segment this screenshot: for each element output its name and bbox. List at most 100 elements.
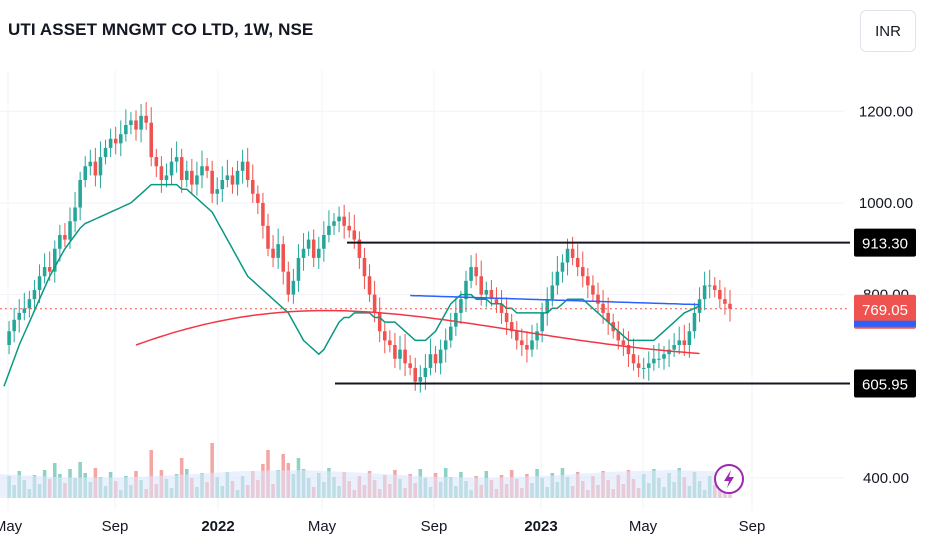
x-tick-label: Sep — [421, 518, 448, 535]
candle-body — [256, 193, 260, 203]
candle-body — [12, 319, 16, 332]
candle-body — [342, 216, 346, 226]
candle-body — [591, 285, 595, 295]
candle-body — [382, 331, 387, 341]
candle-body — [103, 147, 108, 158]
candle-body — [484, 290, 489, 295]
candle-body — [697, 299, 702, 313]
candle-body — [692, 312, 697, 332]
candle-body — [377, 312, 382, 332]
candle-body — [266, 225, 270, 249]
candle-body — [261, 202, 265, 226]
candle-body — [362, 257, 367, 277]
x-tick-label: Sep — [739, 518, 766, 535]
candle-body — [596, 294, 600, 304]
candle-body — [372, 294, 377, 313]
candle-body — [474, 267, 478, 277]
candle-body — [723, 299, 727, 304]
candle-body — [352, 230, 357, 240]
candle-body — [347, 225, 352, 231]
currency-button[interactable]: INR — [860, 10, 916, 52]
ma-long-line — [135, 309, 700, 355]
candle-body — [47, 267, 52, 272]
candle-body — [357, 239, 362, 258]
x-tick-label: May — [629, 518, 658, 535]
candle-body — [98, 157, 103, 176]
x-tick-label: May — [308, 518, 337, 535]
candle-body — [682, 340, 687, 345]
lightning-icon[interactable] — [714, 464, 744, 494]
y-tick-label: 1200.00 — [859, 103, 913, 120]
candle-body — [240, 161, 245, 171]
candle-body — [22, 308, 27, 313]
candle-body — [179, 157, 184, 180]
candle-body — [220, 180, 225, 190]
candle-body — [728, 303, 732, 309]
price-level-label: 605.95 — [862, 377, 908, 394]
price-level-badge — [854, 369, 916, 398]
candle-body — [195, 175, 199, 185]
candle-body — [413, 367, 418, 382]
candle-body — [250, 180, 255, 194]
candle-body — [291, 280, 296, 295]
candle-body — [327, 225, 331, 235]
candle-body — [494, 299, 499, 304]
candle-body — [306, 239, 311, 249]
ma-short-line — [3, 183, 700, 387]
candle-body — [677, 340, 682, 345]
candle-body — [205, 166, 209, 171]
candle-body — [448, 326, 453, 341]
candle-body — [296, 257, 301, 281]
candle-body — [504, 312, 509, 323]
x-tick-label: 2023 — [524, 518, 557, 535]
candle-body — [164, 175, 169, 180]
candle-body — [428, 354, 433, 368]
last-price-label: 769.05 — [862, 302, 908, 319]
candle-body — [52, 248, 57, 272]
candle-body — [702, 285, 707, 300]
candle-body — [367, 276, 372, 295]
candle-body — [601, 303, 605, 313]
candle-body — [586, 276, 590, 286]
candle-body — [124, 125, 128, 135]
candle-body — [641, 367, 646, 369]
candle-body — [606, 312, 610, 323]
candle-body — [93, 161, 98, 176]
candle-body — [423, 367, 428, 378]
candle-body — [479, 276, 484, 295]
candle-body — [169, 161, 174, 176]
candle-body — [235, 170, 240, 185]
candle-body — [398, 349, 402, 359]
candle-body — [540, 312, 544, 332]
candle-body — [489, 290, 494, 300]
candle-body — [718, 290, 722, 300]
candle-body — [555, 271, 560, 286]
y-tick-label: 400.00 — [863, 470, 909, 487]
candle-body — [469, 267, 473, 281]
candle-body — [575, 257, 580, 268]
candle-body — [63, 235, 67, 240]
candle-body — [58, 235, 62, 249]
candle-body — [535, 331, 539, 341]
candle-body — [311, 239, 316, 258]
candle-body — [332, 221, 336, 226]
x-tick-label: 2022 — [201, 518, 234, 535]
candle-body — [631, 354, 636, 364]
last-price-badge — [854, 294, 916, 329]
candle-body — [707, 285, 712, 287]
candle-body — [662, 354, 666, 359]
candle-body — [712, 285, 717, 290]
candle-body — [464, 280, 468, 300]
candle-body — [83, 166, 88, 180]
candle-body — [672, 345, 676, 350]
candle-body — [37, 276, 42, 290]
candle-body — [190, 170, 194, 185]
candle-body — [184, 170, 189, 180]
candle-body — [134, 120, 138, 130]
candle-body — [580, 267, 585, 277]
candle-body — [245, 161, 250, 180]
candle-body — [78, 180, 82, 208]
candle-body — [322, 235, 326, 249]
price-level-label: 913.30 — [862, 236, 908, 253]
